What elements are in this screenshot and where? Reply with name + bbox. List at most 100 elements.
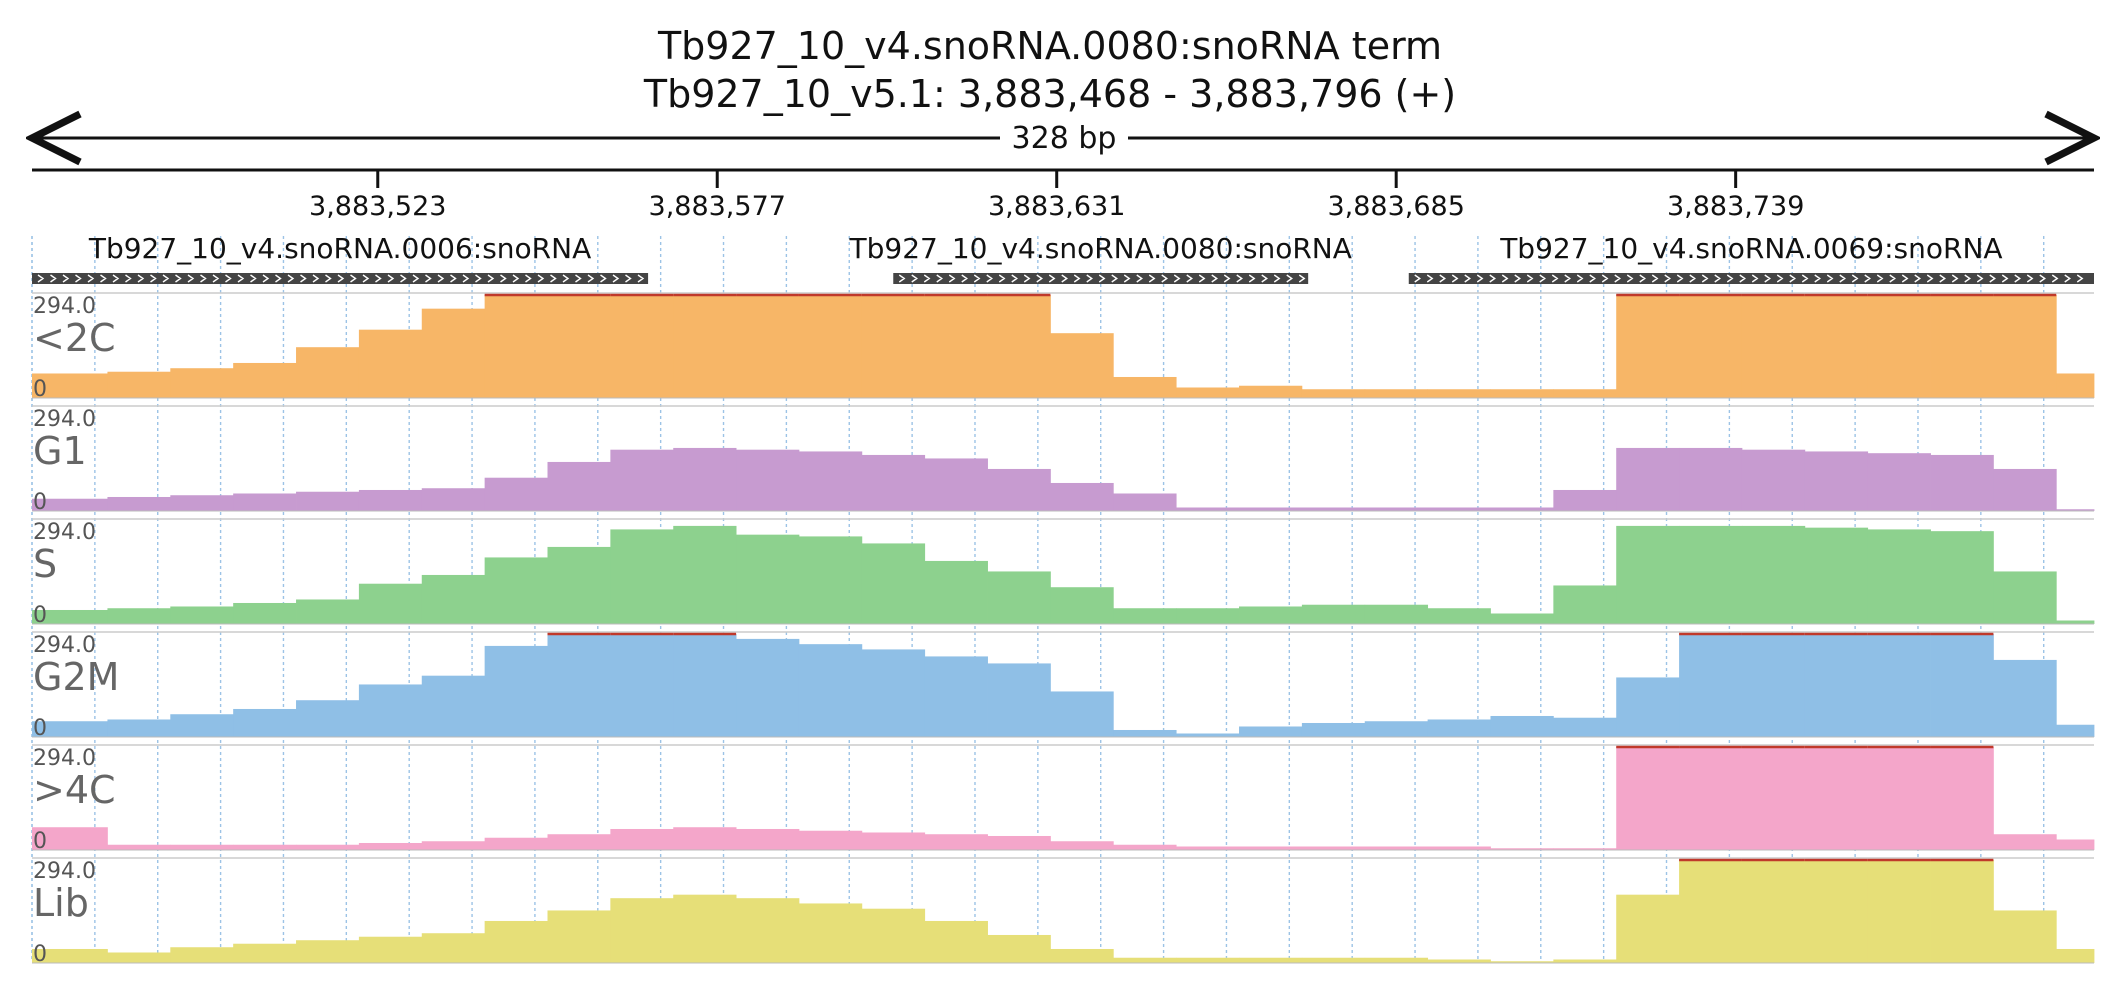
coverage-bar [1993, 659, 2057, 737]
coverage-bar [1490, 507, 1554, 511]
coverage-bar [358, 684, 423, 737]
coverage-bar [987, 934, 1051, 963]
coverage-bar [107, 844, 171, 850]
coverage-bar [1239, 385, 1303, 398]
coverage-bar [1553, 717, 1617, 737]
coverage-bar [798, 295, 863, 398]
coverage-bar [421, 933, 486, 963]
coverage-bar [484, 645, 548, 737]
coverage-bar [547, 295, 611, 398]
coverage-bar [1741, 295, 1806, 398]
coverage-bar [1113, 844, 1177, 850]
coverage-bar [32, 609, 108, 624]
coverage-bar [1993, 295, 2057, 398]
coverage-bar [358, 583, 423, 624]
coverage-bar [610, 634, 674, 737]
coverage-bar [1804, 634, 1869, 737]
coverage-bar [1679, 295, 1743, 398]
coordinate-ticks: 3,883,523 3,883,577 3,883,631 3,883,685 3,88… [309, 170, 1804, 222]
coverage-bar [358, 489, 423, 511]
coverage-bar [736, 449, 800, 511]
coverage-bar [1741, 747, 1806, 850]
feature-track: Tb927_10_v4.snoRNA.0006:snoRNA Tb927_10_v… [32, 232, 2094, 284]
coverage-bar [2056, 724, 2095, 737]
coverage-bar [1301, 722, 1366, 737]
track-min-label: 0 [33, 490, 47, 515]
feature-label[interactable]: Tb927_10_v4.snoRNA.0069:snoRNA [1499, 232, 2002, 265]
coverage-bar [170, 368, 234, 398]
coverage-bar [1553, 959, 1617, 963]
coverage-bar [1490, 961, 1554, 963]
coverage-bar [421, 574, 486, 624]
feature-label[interactable]: Tb927_10_v4.snoRNA.0006:snoRNA [88, 232, 591, 265]
coverage-bar [798, 451, 863, 511]
coverage-bar [1364, 957, 1429, 963]
coverage-tracks: 294.00<2C294.00G1294.00S294.00G2M294.00>… [32, 292, 2095, 967]
coverage-bar [1427, 507, 1491, 511]
coverage-bar [673, 634, 737, 737]
coverage-bar [1176, 733, 1240, 737]
coverage-bar [358, 936, 423, 963]
coverage-bar [484, 295, 548, 398]
coverage-bar [673, 447, 737, 511]
track-name[interactable]: >4C [33, 768, 116, 812]
axis-tick-label: 3,883,523 [309, 191, 446, 222]
coverage-bar [1490, 389, 1554, 398]
coverage-bar [1050, 948, 1114, 963]
coverage-bar [798, 536, 863, 624]
coverage-bar [1301, 846, 1366, 850]
coverage-bar [421, 488, 486, 511]
coverage-bar [1616, 894, 1680, 963]
coverage-bar [924, 560, 988, 624]
coverage-bar [421, 308, 486, 398]
feature-bar[interactable] [1408, 273, 2094, 284]
track-name[interactable]: G1 [33, 429, 87, 473]
coverage-bar [736, 828, 800, 850]
coverage-bar [1867, 295, 1931, 398]
coverage-bar [1930, 454, 1994, 511]
coverage-bar [547, 546, 611, 624]
coverage-bar [484, 837, 548, 850]
coverage-bar [1176, 957, 1240, 963]
track-name[interactable]: Lib [33, 881, 89, 925]
coverage-bar [1993, 468, 2057, 511]
coverage-bar [861, 454, 926, 511]
coverage-bar [1741, 525, 1806, 624]
track-name[interactable]: S [33, 542, 57, 586]
span-ruler: 328 bp [32, 121, 2094, 156]
coverage-bar [1930, 747, 1994, 850]
track-min-label: 0 [33, 603, 47, 628]
coverage-bar [484, 477, 548, 511]
coverage-bar [1364, 389, 1429, 398]
coverage-bar [32, 948, 108, 963]
coverage-bar [1427, 608, 1491, 624]
coverage-bar [1050, 587, 1114, 624]
coverage-bar [861, 908, 926, 963]
span-length-label: 328 bp [1012, 121, 1117, 156]
feature-label[interactable]: Tb927_10_v4.snoRNA.0080:snoRNA [849, 232, 1352, 265]
coverage-bar [1490, 715, 1554, 737]
coverage-bar [673, 894, 737, 963]
feature-bar[interactable] [32, 273, 649, 284]
coverage-bar [673, 525, 737, 624]
coverage-bar [107, 608, 171, 624]
coverage-bar [1616, 677, 1680, 737]
coverage-bar [296, 700, 360, 737]
track-name[interactable]: G2M [33, 655, 119, 699]
coverage-bar [1804, 860, 1869, 963]
coverage-bar [1553, 389, 1617, 398]
track-max-label: 294.0 [33, 294, 96, 319]
coverage-bar [358, 329, 423, 398]
feature-bar[interactable] [893, 273, 1309, 284]
coverage-bar [107, 719, 171, 737]
coverage-bar [1176, 387, 1240, 398]
coverage-bar [296, 599, 360, 624]
coverage-bar [1176, 608, 1240, 624]
track-name[interactable]: <2C [33, 316, 116, 360]
coverage-bar [1239, 726, 1303, 737]
coverage-bar [296, 491, 360, 511]
coverage-bar [1176, 507, 1240, 511]
coverage-bar [358, 842, 423, 850]
axis-tick-label: 3,883,685 [1327, 191, 1464, 222]
